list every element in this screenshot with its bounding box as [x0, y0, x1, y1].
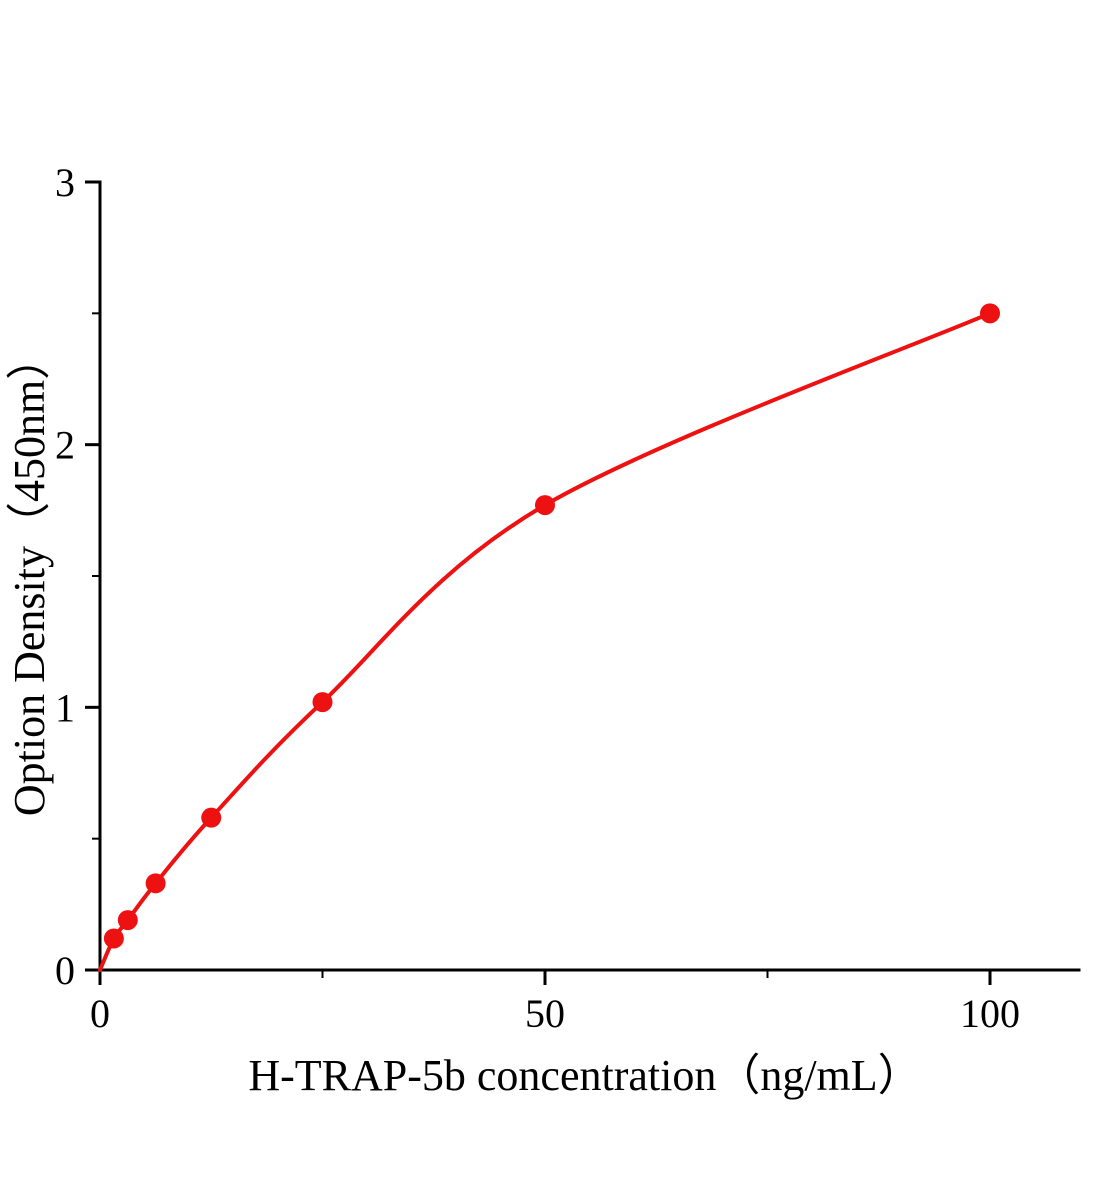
y-tick-label: 3: [55, 160, 75, 205]
data-point-marker: [145, 873, 166, 894]
plot-area: 0 50 100 0 1 2 3: [55, 160, 1081, 1036]
data-point-marker: [201, 807, 222, 828]
x-tick-label: 0: [90, 991, 110, 1036]
x-axis-title: H-TRAP-5b concentration（ng/mL）: [248, 1051, 921, 1100]
fit-curve: [98, 311, 992, 972]
data-point-marker: [103, 928, 124, 949]
data-point-marker: [312, 692, 333, 713]
y-tick-label: 2: [55, 423, 75, 468]
data-point-marker: [117, 910, 138, 931]
y-tick-label: 0: [55, 948, 75, 993]
y-tick-label: 1: [55, 685, 75, 730]
data-point-marker: [535, 495, 555, 516]
y-axis-title: Option Density（450nm）: [5, 336, 54, 816]
data-point-marker: [980, 303, 1000, 324]
x-tick-label: 50: [525, 991, 565, 1036]
x-tick-label: 100: [960, 991, 1020, 1036]
